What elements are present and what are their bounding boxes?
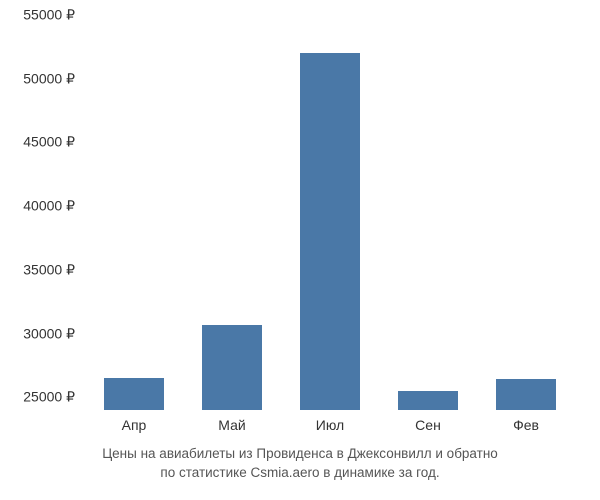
bar xyxy=(300,53,361,410)
bar xyxy=(496,379,557,410)
x-tick-label: Фев xyxy=(513,417,539,433)
bars-container xyxy=(85,15,575,410)
x-tick-label: Май xyxy=(218,417,245,433)
x-tick-label: Июл xyxy=(316,417,344,433)
chart-caption: Цены на авиабилеты из Провиденса в Джекс… xyxy=(0,445,600,483)
bar xyxy=(104,378,165,410)
y-tick-label: 50000 ₽ xyxy=(23,70,75,87)
y-tick-label: 40000 ₽ xyxy=(23,198,75,215)
x-tick-label: Сен xyxy=(415,417,441,433)
caption-line-2: по статистике Csmia.aero в динамике за г… xyxy=(10,464,590,483)
chart-plot-area xyxy=(85,15,575,410)
caption-line-1: Цены на авиабилеты из Провиденса в Джекс… xyxy=(10,445,590,464)
y-tick-label: 30000 ₽ xyxy=(23,325,75,342)
x-axis: Апр Май Июл Сен Фев xyxy=(85,415,575,440)
y-tick-label: 55000 ₽ xyxy=(23,7,75,24)
bar xyxy=(202,325,263,410)
y-tick-label: 25000 ₽ xyxy=(23,389,75,406)
y-tick-label: 35000 ₽ xyxy=(23,261,75,278)
bar xyxy=(398,391,459,410)
y-axis: 25000 ₽ 30000 ₽ 35000 ₽ 40000 ₽ 45000 ₽ 50000… xyxy=(0,15,85,410)
x-tick-label: Апр xyxy=(122,417,147,433)
y-tick-label: 45000 ₽ xyxy=(23,134,75,151)
